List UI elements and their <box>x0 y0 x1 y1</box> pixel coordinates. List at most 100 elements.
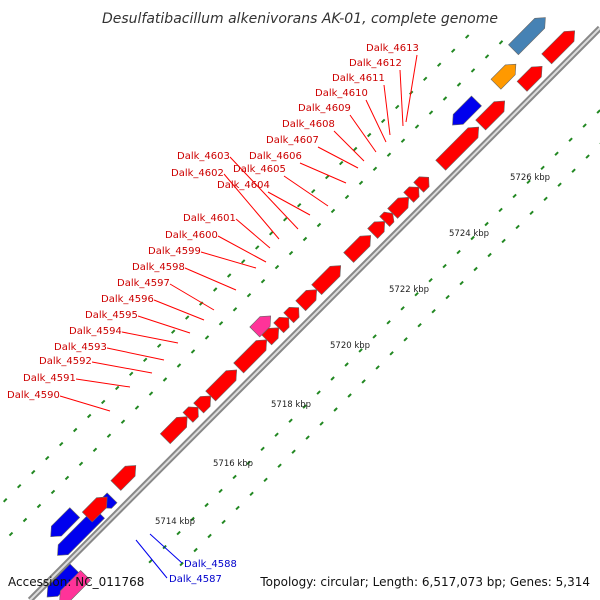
gene-arrow[interactable] <box>283 306 300 324</box>
genome-summary: Topology: circular; Length: 6,517,073 bp… <box>259 575 590 589</box>
gene-arrow[interactable] <box>516 65 543 92</box>
tick-mark <box>162 377 168 382</box>
gene-arrow[interactable] <box>475 100 506 131</box>
gene-arrow[interactable] <box>508 17 546 56</box>
tick-mark <box>330 208 336 214</box>
gene-label[interactable]: Dalk_4600 <box>165 230 218 241</box>
gene-label[interactable]: Dalk_4611 <box>332 73 385 84</box>
gene-arrow[interactable] <box>295 289 318 312</box>
gene-label[interactable]: Dalk_4605 <box>233 164 286 175</box>
gene-arrow[interactable] <box>182 406 199 423</box>
tick-mark <box>232 474 237 480</box>
gene-arrow[interactable] <box>159 416 188 445</box>
gene-label[interactable]: Dalk_4588 <box>184 559 237 570</box>
tick-mark <box>414 124 420 129</box>
tick-mark <box>526 179 531 185</box>
gene-arrow[interactable] <box>233 339 268 374</box>
gene-label[interactable]: Dalk_4599 <box>148 246 201 257</box>
gene-label[interactable]: Dalk_4604 <box>217 180 270 191</box>
gene-label[interactable]: Dalk_4601 <box>183 213 236 224</box>
gene-arrow[interactable] <box>311 265 342 296</box>
tick-mark <box>366 132 372 138</box>
tick-mark <box>86 413 92 419</box>
tick-mark <box>2 498 8 503</box>
gene-arrow[interactable] <box>435 126 480 171</box>
label-leader-lines <box>59 54 418 579</box>
gene-arrow[interactable] <box>81 496 108 523</box>
gene-arrow[interactable] <box>110 465 137 491</box>
gene-arrow[interactable] <box>490 63 517 90</box>
gene-label[interactable]: Dalk_4598 <box>132 262 185 273</box>
tick-mark <box>470 235 475 241</box>
tick-mark <box>422 76 428 82</box>
gene-label[interactable]: Dalk_4609 <box>298 103 351 114</box>
gene-arrow[interactable] <box>59 569 91 600</box>
gene-label[interactable]: Dalk_4602 <box>171 168 224 179</box>
gene-arrow[interactable] <box>367 221 386 239</box>
leader-line <box>121 331 179 344</box>
tick-mark <box>540 165 545 171</box>
tick-mark <box>156 343 162 348</box>
gene-arrow[interactable] <box>50 507 81 538</box>
gene-label[interactable]: Dalk_4593 <box>54 342 107 353</box>
gene-arrow[interactable] <box>413 176 430 193</box>
tick-mark <box>400 306 405 311</box>
gene-arrow[interactable] <box>403 186 420 203</box>
gene-arrow[interactable] <box>205 369 238 402</box>
kbp-label-5722: 5722 kbp <box>389 285 429 295</box>
gene-label[interactable]: Dalk_4606 <box>249 151 302 162</box>
tick-mark <box>246 460 251 466</box>
tick-mark <box>291 449 296 454</box>
leader-line <box>137 315 191 334</box>
gene-arrow[interactable] <box>249 315 272 338</box>
gene-label[interactable]: Dalk_4594 <box>69 326 122 337</box>
gene-arrow[interactable] <box>379 211 395 227</box>
gene-label[interactable]: Dalk_4592 <box>39 356 92 367</box>
gene-label[interactable]: Dalk_4612 <box>349 58 402 69</box>
gene-label[interactable]: Dalk_4591 <box>23 373 76 384</box>
tick-mark <box>218 321 224 326</box>
leader-line <box>317 146 359 169</box>
tick-mark <box>375 365 380 370</box>
tick-mark <box>372 166 378 172</box>
gene-label[interactable]: Dalk_4590 <box>7 390 60 401</box>
tick-mark <box>400 138 406 143</box>
gene-label[interactable]: Dalk_4613 <box>366 43 419 54</box>
tick-mark <box>456 249 461 255</box>
leader-line <box>333 130 365 162</box>
gene-arrow[interactable] <box>273 316 290 334</box>
tick-mark <box>470 68 476 73</box>
forward-gene-labels: Dalk_4590 Dalk_4591 Dalk_4592 Dalk_4593 … <box>7 43 419 401</box>
leader-line <box>235 218 271 249</box>
gene-label[interactable]: Dalk_4608 <box>282 119 335 130</box>
tick-mark <box>260 278 266 284</box>
gene-arrow[interactable] <box>387 196 410 219</box>
gene-label[interactable]: Dalk_4596 <box>101 294 154 305</box>
leader-line <box>200 251 257 269</box>
gene-label[interactable]: Dalk_4603 <box>177 151 230 162</box>
tick-mark <box>431 308 436 314</box>
tick-mark <box>72 427 78 433</box>
leader-line <box>75 378 131 388</box>
leader-line <box>365 99 387 143</box>
tick-mark <box>190 516 195 522</box>
leader-line <box>229 156 299 230</box>
kbp-label-5718: 5718 kbp <box>271 400 311 410</box>
gene-arrow[interactable] <box>452 95 482 126</box>
tick-mark <box>333 407 338 412</box>
tick-mark <box>50 489 56 495</box>
gene-arrow[interactable] <box>541 30 576 65</box>
tick-mark <box>498 207 503 213</box>
gene-label[interactable]: Dalk_4610 <box>315 88 368 99</box>
gene-arrow[interactable] <box>193 395 212 414</box>
gene-label[interactable]: Dalk_4597 <box>117 278 170 289</box>
tick-mark <box>249 491 254 497</box>
tick-mark <box>450 48 456 53</box>
tick-mark <box>30 469 36 475</box>
gene-arrow[interactable] <box>343 235 372 263</box>
tick-mark <box>142 357 148 363</box>
gene-label[interactable]: Dalk_4595 <box>85 310 138 321</box>
gene-label[interactable]: Dalk_4607 <box>266 135 319 146</box>
tick-mark <box>473 266 478 272</box>
gene-label[interactable]: Dalk_4587 <box>169 574 222 585</box>
